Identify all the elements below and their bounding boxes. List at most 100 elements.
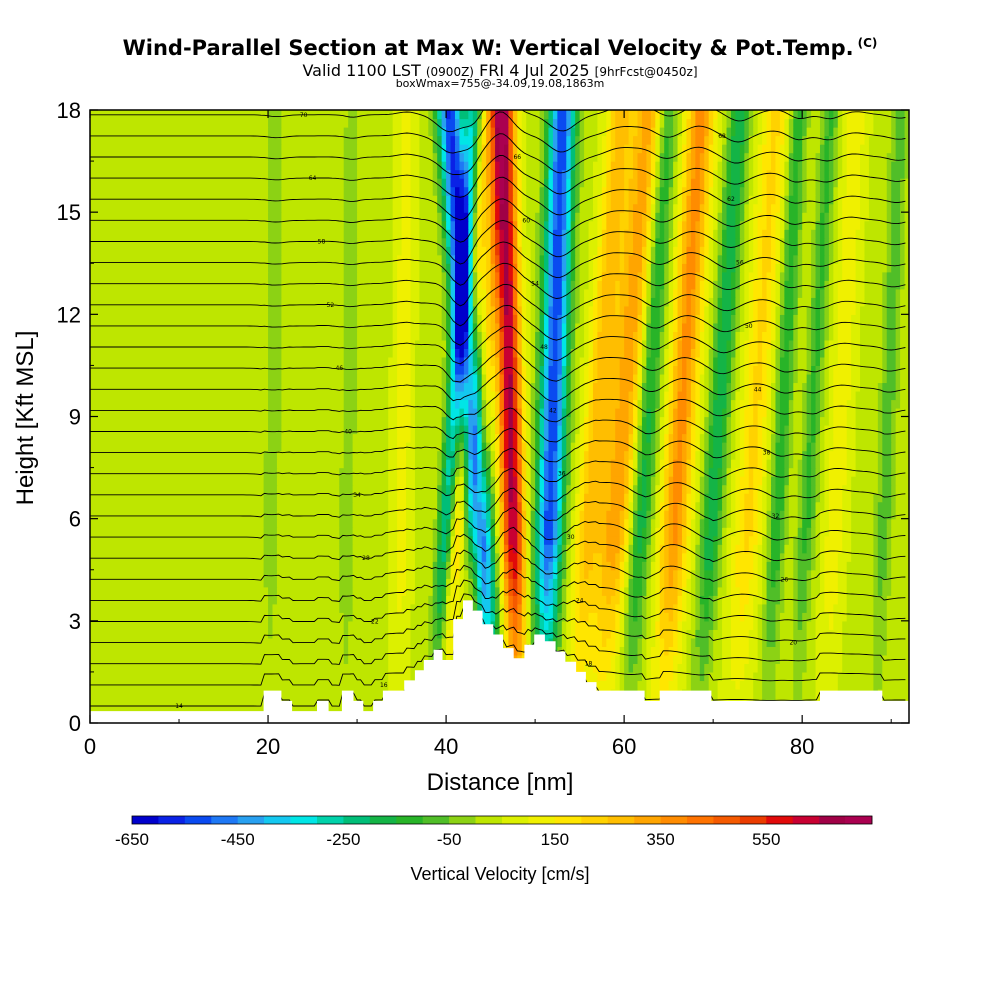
w-cell — [797, 467, 803, 477]
w-cell — [90, 450, 265, 460]
w-cell — [486, 578, 492, 588]
w-cell — [570, 322, 576, 332]
w-cell — [833, 373, 852, 384]
w-cell — [624, 552, 630, 562]
w-cell — [548, 212, 554, 222]
w-cell — [575, 561, 581, 571]
w-cell — [766, 476, 772, 486]
w-cell — [432, 561, 438, 571]
w-cell — [708, 390, 714, 401]
w-cell — [722, 220, 728, 230]
w-cell — [704, 527, 710, 537]
w-cell — [490, 433, 496, 443]
w-cell — [481, 322, 487, 332]
w-cell — [352, 527, 389, 537]
w-cell — [624, 603, 630, 613]
w-cell — [882, 322, 888, 332]
w-cell — [699, 654, 710, 665]
w-cell — [521, 365, 527, 375]
w-cell — [726, 382, 732, 392]
w-cell — [388, 544, 398, 554]
w-cell — [446, 595, 452, 605]
w-cell — [535, 544, 541, 554]
w-cell — [468, 212, 474, 222]
w-cell — [779, 271, 785, 281]
w-cell — [486, 373, 496, 384]
w-cell — [619, 229, 625, 239]
w-cell — [619, 365, 634, 375]
w-cell — [441, 586, 447, 596]
w-cell — [579, 459, 585, 469]
w-cell — [730, 518, 737, 528]
w-cell — [726, 467, 732, 477]
w-cell — [459, 450, 465, 460]
w-cell — [539, 459, 545, 469]
w-cell — [695, 229, 701, 239]
w-cell — [722, 425, 728, 435]
w-cell — [566, 246, 572, 256]
w-cell — [624, 527, 630, 537]
w-cell — [668, 229, 674, 239]
w-cell — [357, 212, 394, 222]
w-cell — [704, 263, 710, 273]
w-cell — [406, 450, 416, 460]
w-cell — [454, 331, 465, 341]
w-cell — [495, 339, 501, 349]
w-cell — [503, 305, 510, 315]
w-cell — [276, 569, 340, 579]
w-cell — [388, 493, 398, 503]
w-cell — [503, 552, 510, 562]
w-cell — [454, 501, 461, 511]
w-cell — [397, 373, 412, 384]
w-cell — [414, 484, 438, 494]
w-cell — [544, 578, 550, 588]
w-cell — [695, 578, 701, 588]
w-cell — [766, 595, 781, 605]
w-cell — [561, 501, 567, 511]
w-cell — [690, 314, 696, 324]
w-cell — [276, 595, 340, 605]
w-cell — [268, 442, 282, 452]
w-cell — [414, 493, 438, 503]
w-cell — [708, 425, 714, 435]
w-cell — [793, 586, 799, 596]
w-cell — [459, 476, 465, 486]
w-cell — [579, 612, 590, 622]
w-cell — [815, 356, 821, 367]
w-cell — [548, 578, 554, 588]
w-cell — [819, 322, 826, 332]
w-cell — [704, 246, 710, 256]
w-cell — [468, 442, 474, 452]
w-cell — [779, 288, 785, 298]
w-cell — [664, 476, 670, 486]
w-cell — [561, 416, 567, 426]
w-cell — [793, 629, 808, 639]
w-cell — [579, 552, 585, 562]
w-cell — [481, 561, 487, 571]
w-cell — [690, 390, 696, 401]
w-cell — [561, 425, 567, 435]
w-cell — [886, 569, 892, 579]
w-cell — [410, 356, 416, 367]
w-cell — [615, 578, 621, 588]
w-cell — [588, 237, 599, 247]
w-cell — [552, 305, 563, 315]
w-cell — [793, 356, 799, 367]
w-cell — [775, 365, 781, 375]
w-cell — [468, 399, 474, 409]
w-cell — [779, 348, 785, 358]
w-cell — [544, 212, 550, 222]
w-cell — [793, 561, 799, 571]
w-cell — [722, 271, 732, 281]
w-cell — [659, 518, 665, 528]
w-cell — [695, 586, 701, 596]
w-cell — [641, 246, 647, 256]
w-cell — [552, 322, 558, 332]
w-cell — [570, 646, 576, 656]
w-cell — [570, 501, 576, 511]
w-cell — [699, 459, 705, 469]
w-cell — [357, 425, 389, 435]
w-cell — [561, 442, 567, 452]
w-cell — [495, 373, 501, 384]
w-cell — [646, 527, 652, 537]
